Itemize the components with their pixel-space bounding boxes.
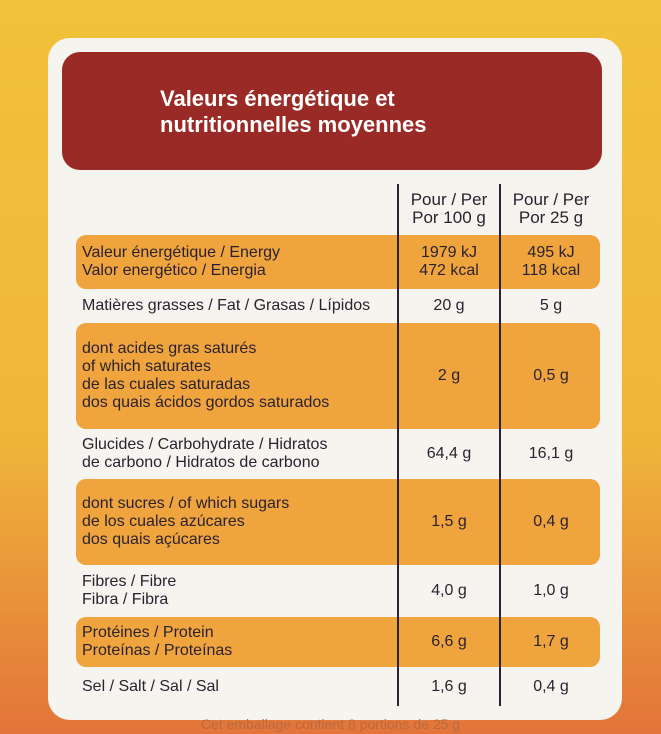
value-per-25g: 0,4 g xyxy=(500,478,602,566)
row-label: Matières grasses / Fat / Grasas / Lípido… xyxy=(82,290,394,322)
value-line: 16,1 g xyxy=(528,445,574,462)
value-line: 472 kcal xyxy=(419,262,479,279)
row-label-line: Fibra / Fibra xyxy=(82,591,169,608)
row-label: dont acides gras saturés of which saturat… xyxy=(82,322,394,430)
row-label: Sel / Salt / Sal / Sal xyxy=(82,668,394,706)
row-label-line: Valeur énergétique / Energy xyxy=(82,244,281,261)
footer: Cet emballage contient 8 portions de 25 … xyxy=(200,716,461,732)
column-header-line: Pour / Per xyxy=(512,190,590,209)
row-label-line: de carbono / Hidratos de carbono xyxy=(82,454,320,471)
row-label-line: dont acides gras saturés xyxy=(82,340,257,357)
column-divider xyxy=(499,184,501,706)
value-line: 0,4 g xyxy=(533,678,569,695)
value-per-25g: 5 g xyxy=(500,290,602,322)
column-header-line: Pour / Per xyxy=(410,190,488,209)
value-per-100g: 1,5 g xyxy=(398,478,500,566)
value-per-25g: 1,7 g xyxy=(500,616,602,668)
row-label-line: Valor energético / Energia xyxy=(82,262,266,279)
value-per-100g: 64,4 g xyxy=(398,430,500,478)
row-label: Valeur énergétique / Energy Valor energét… xyxy=(82,234,394,290)
value-per-100g: 1979 kJ 472 kcal xyxy=(398,234,500,290)
value-line: 5 g xyxy=(539,297,563,314)
value-line: 2 g xyxy=(437,367,461,384)
value-line: 118 kcal xyxy=(521,262,581,279)
row-label-line: Proteínas / Proteínas xyxy=(82,642,233,659)
value-line: 0,5 g xyxy=(533,367,569,384)
value-per-100g: 2 g xyxy=(398,322,500,430)
header-band xyxy=(62,52,602,170)
value-per-100g: 1,6 g xyxy=(398,668,500,706)
row-label: Glucides / Carbohydrate / Hidratos de car… xyxy=(82,430,394,478)
value-line: 1,7 g xyxy=(533,633,569,650)
value-line: 6,6 g xyxy=(431,633,467,650)
row-label-line: de los cuales azúcares xyxy=(82,513,245,530)
value-per-25g: 0,4 g xyxy=(500,668,602,706)
title-line: nutritionnelles moyennes xyxy=(160,112,427,137)
row-band xyxy=(76,235,600,289)
value-line: 495 kJ xyxy=(527,244,575,261)
value-per-25g: 16,1 g xyxy=(500,430,602,478)
row-label-line: Protéines / Protein xyxy=(82,624,214,641)
value-per-100g: 4,0 g xyxy=(398,566,500,616)
row-label-line: dont sucres / of which sugars xyxy=(82,495,290,512)
column-header: Pour / Per Por 100 g xyxy=(398,184,500,234)
row-label-line: dos quais ácidos gordos saturados xyxy=(82,394,330,411)
value-line: 1,6 g xyxy=(431,678,467,695)
row-label: Fibres / Fibre Fibra / Fibra xyxy=(82,566,394,616)
column-header: Pour / Per Por 25 g xyxy=(500,184,602,234)
value-line: 1979 kJ xyxy=(420,244,478,261)
row-label-line: Glucides / Carbohydrate / Hidratos xyxy=(82,436,328,453)
value-per-25g: 0,5 g xyxy=(500,322,602,430)
value-per-25g: 1,0 g xyxy=(500,566,602,616)
row-label: Protéines / Protein Proteínas / Proteínas xyxy=(82,616,394,668)
value-line: 20 g xyxy=(433,297,465,314)
row-label-line: Sel / Salt / Sal / Sal xyxy=(82,678,219,695)
title-line: Valeurs énergétique et xyxy=(160,86,395,111)
row-label-line: Matières grasses / Fat / Grasas / Lípido… xyxy=(82,297,371,314)
title: Valeurs énergétique et nutritionnelles m… xyxy=(160,86,427,138)
column-divider xyxy=(397,184,399,706)
value-per-100g: 6,6 g xyxy=(398,616,500,668)
row-label-line: de las cuales saturadas xyxy=(82,376,251,393)
value-per-25g: 495 kJ 118 kcal xyxy=(500,234,602,290)
value-line: 0,4 g xyxy=(533,513,569,530)
column-header-line: Por 25 g xyxy=(518,208,584,227)
row-band xyxy=(76,479,600,565)
value-line: 4,0 g xyxy=(431,582,467,599)
row-band xyxy=(76,617,600,667)
row-label-line: of which saturates xyxy=(82,358,211,375)
column-header-line: Por 100 g xyxy=(412,208,486,227)
row-band xyxy=(76,323,600,429)
row-label-line: dos quais açúcares xyxy=(82,531,220,548)
value-line: 64,4 g xyxy=(426,445,472,462)
value-line: 1,5 g xyxy=(431,513,467,530)
value-line: 1,0 g xyxy=(533,582,569,599)
row-label: dont sucres / of which sugars de los cual… xyxy=(82,478,394,566)
value-per-100g: 20 g xyxy=(398,290,500,322)
row-label-line: Fibres / Fibre xyxy=(82,573,177,590)
